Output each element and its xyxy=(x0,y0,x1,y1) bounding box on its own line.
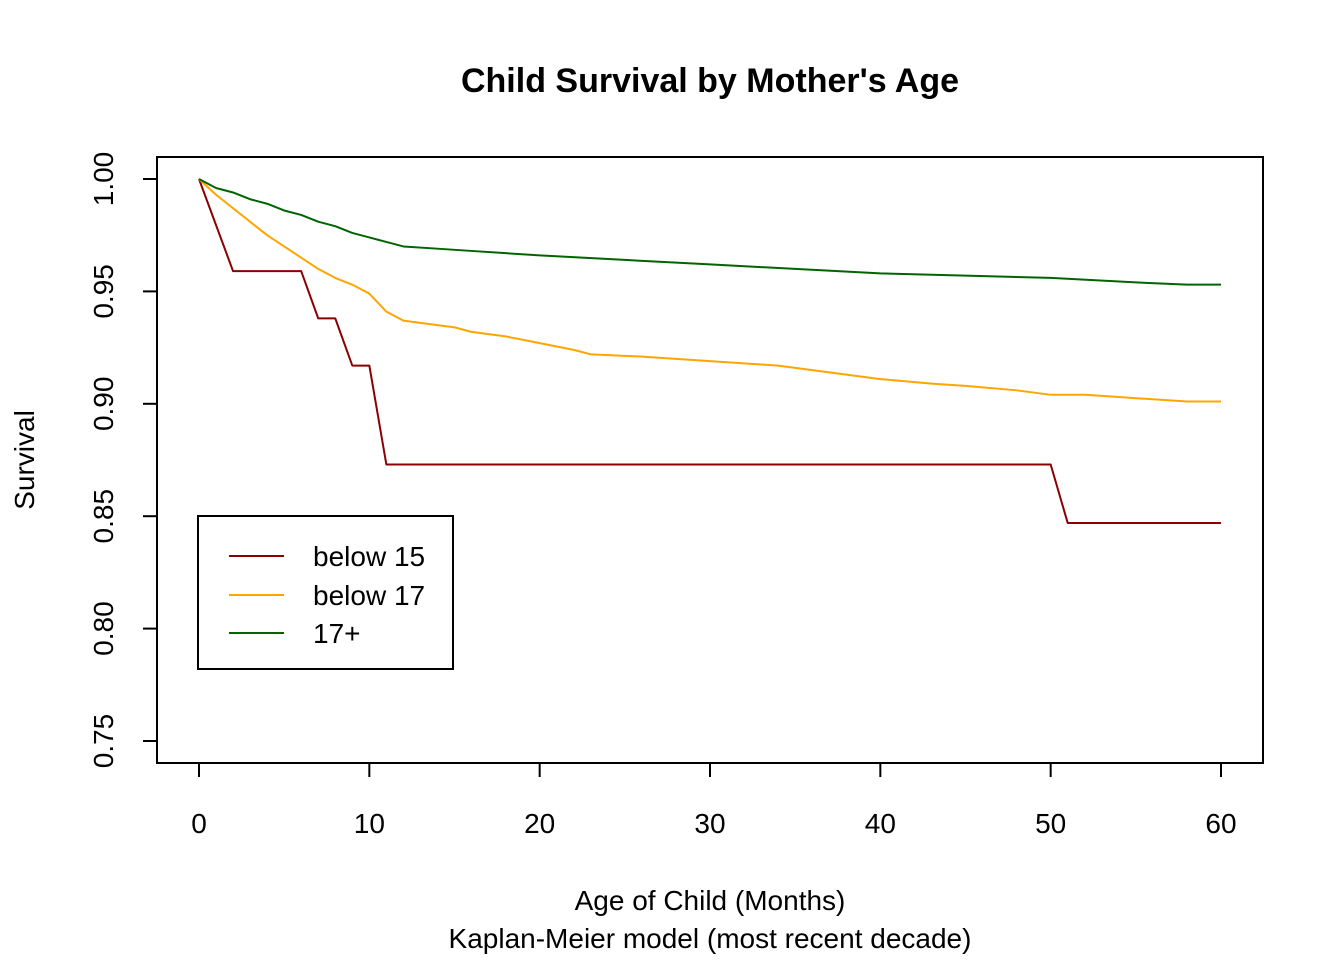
x-tick-label: 60 xyxy=(1205,808,1236,839)
chart-title: Child Survival by Mother's Age xyxy=(461,62,959,100)
x-tick-label: 30 xyxy=(694,808,725,839)
legend-box xyxy=(197,515,454,670)
series-line-2 xyxy=(198,178,1221,286)
x-tick-label: 20 xyxy=(524,808,555,839)
x-tick-label: 50 xyxy=(1035,808,1066,839)
x-tick-label: 10 xyxy=(354,808,385,839)
series-line-1 xyxy=(198,178,1221,403)
x-tick-label: 0 xyxy=(191,808,207,839)
y-tick-label: 1.00 xyxy=(88,152,119,207)
series-line-0 xyxy=(198,178,1221,524)
x-axis-label: Age of Child (Months) xyxy=(575,885,846,916)
y-axis: 0.75 0.80 0.85 0.90 0.95 1.00 xyxy=(88,152,158,769)
x-tick-label: 40 xyxy=(865,808,896,839)
legend-label: 17+ xyxy=(313,618,361,649)
legend: below 15 below 17 17+ xyxy=(197,515,454,670)
x-axis: 0 10 20 30 40 50 60 xyxy=(191,762,1237,839)
y-tick-label: 0.95 xyxy=(88,264,119,319)
plot-frame xyxy=(156,156,1264,764)
y-tick-label: 0.85 xyxy=(88,489,119,544)
legend-label: below 17 xyxy=(313,580,425,611)
y-axis-label: Survival xyxy=(9,410,40,510)
legend-label: below 15 xyxy=(313,541,425,572)
series-layer xyxy=(198,178,1221,524)
x-axis-sublabel: Kaplan-Meier model (most recent decade) xyxy=(449,923,972,954)
y-tick-label: 0.90 xyxy=(88,377,119,432)
y-tick-label: 0.75 xyxy=(88,714,119,769)
y-tick-label: 0.80 xyxy=(88,601,119,656)
